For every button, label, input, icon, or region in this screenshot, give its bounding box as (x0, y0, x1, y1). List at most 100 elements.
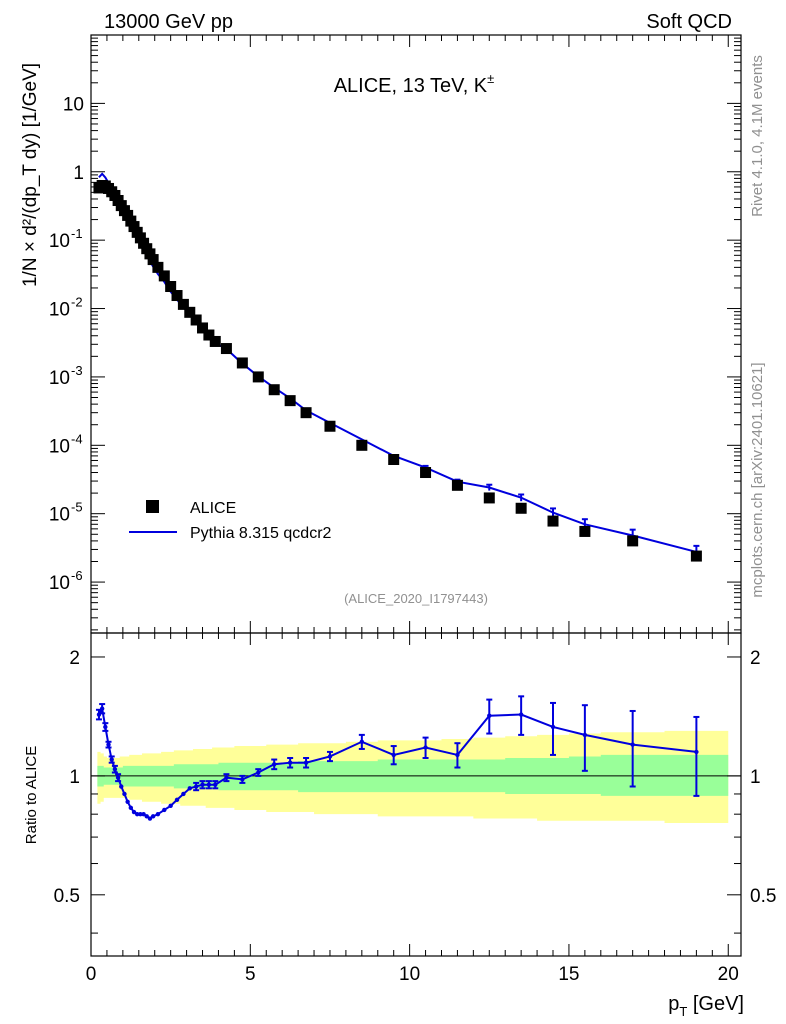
ratio-point (630, 742, 635, 747)
ratio-point (168, 803, 173, 809)
y-tick-label: 1 (73, 163, 84, 184)
ratio-point (256, 770, 261, 775)
data-point (122, 209, 134, 221)
y-tick-label: 10 (49, 300, 70, 321)
ratio-point (141, 811, 146, 817)
ratio-tick-label-left: 0.5 (54, 886, 80, 907)
ratio-point (135, 811, 140, 817)
legend: ALICE Pythia 8.315 qcdcr2 (129, 500, 332, 542)
ratio-point (240, 777, 245, 782)
category-label: Soft QCD (646, 11, 732, 33)
ratio-point (99, 706, 105, 711)
data-point (197, 322, 209, 334)
ratio-point (155, 811, 161, 817)
data-point (165, 281, 177, 293)
data-point (184, 306, 196, 318)
legend-data-marker (146, 500, 159, 513)
collision-label: 13000 GeV pp (104, 11, 233, 33)
data-point (515, 502, 527, 514)
legend-mc-label: Pythia 8.315 qcdcr2 (190, 525, 332, 542)
ratio-point (131, 809, 137, 815)
x-tick-label: 5 (245, 964, 256, 985)
y-axis-label: 1/N × d²/(dp_T dy) [1/GeV] (20, 63, 41, 287)
data-point (131, 226, 143, 238)
ratio-point (144, 814, 149, 819)
data-point (236, 357, 248, 369)
ratio-point (119, 784, 124, 789)
x-tick-label: 15 (558, 964, 579, 985)
ratio-point (193, 784, 199, 789)
data-point (252, 371, 264, 383)
y-tick-exponent: -1 (71, 226, 83, 241)
ratio-point (213, 782, 218, 787)
ratio-y-label: Ratio to ALICE (23, 746, 40, 844)
data-point (190, 314, 202, 326)
ratio-point (115, 775, 121, 780)
ratio-point (518, 712, 524, 717)
data-point (547, 515, 559, 527)
ratio-tick-label-right: 0.5 (750, 886, 776, 907)
ratio-point (174, 797, 180, 802)
x-tick-label: 0 (86, 964, 97, 985)
ratio-point (181, 791, 186, 797)
data-point (483, 492, 495, 504)
ratio-panel: 0 5 10 15 20 2 2 1 1 0.5 0.5 Ratio to ALICE (23, 632, 776, 985)
ratio-point (147, 816, 153, 821)
ratio-frame (90, 632, 742, 957)
ratio-point (112, 766, 118, 772)
data-point (147, 254, 159, 266)
ratio-point (487, 713, 492, 718)
y-tick-exponent: -3 (71, 363, 83, 378)
ratio-point (162, 807, 167, 813)
y-tick-label: 10 (49, 368, 70, 389)
data-point (579, 525, 591, 537)
ratio-point (327, 754, 333, 759)
ratio-point (272, 762, 277, 767)
ratio-point (122, 791, 127, 797)
mcplots-info: mcplots.cern.ch [arXiv:2401.10621] (749, 362, 766, 597)
ratio-point (224, 775, 229, 780)
ratio-point (109, 757, 114, 762)
ratio-point (287, 760, 293, 765)
ratio-point (200, 782, 205, 787)
data-point (203, 329, 215, 341)
data-point (220, 343, 232, 355)
ratio-point (423, 745, 428, 750)
mc-curve (98, 172, 697, 553)
y-tick-label: 10 (49, 505, 70, 526)
analysis-id: (ALICE_2020_I1797443) (344, 591, 488, 606)
y-tick-label: 10 (63, 94, 84, 115)
x-tick-label: 10 (399, 964, 420, 985)
ratio-point (694, 749, 699, 755)
data-point (451, 479, 463, 491)
data-point (324, 420, 336, 432)
y-tick-exponent: -5 (71, 500, 83, 515)
ratio-point (125, 799, 130, 804)
data-point (300, 407, 312, 419)
ratio-point (206, 782, 212, 787)
y-tick-label: 10 (49, 573, 70, 594)
data-point (268, 384, 280, 396)
data-point (388, 454, 400, 466)
y-tick-label: 10 (49, 231, 70, 252)
data-point (690, 550, 702, 562)
ratio-point (128, 805, 134, 811)
data-point (152, 261, 164, 273)
x-axis-label: pT [GeV] (668, 993, 744, 1019)
y-tick-exponent: -4 (71, 431, 83, 446)
ratio-point (359, 739, 365, 744)
data-point (177, 298, 189, 310)
data-point (284, 395, 296, 407)
y-tick-label: 10 (49, 436, 70, 457)
ratio-point (582, 732, 588, 738)
ratio-point (103, 724, 108, 730)
ratio-point (138, 811, 143, 817)
y-tick-exponent: -6 (71, 568, 83, 583)
ratio-point (550, 724, 556, 730)
ratio-point (303, 760, 309, 765)
data-point (128, 221, 140, 233)
data-point (627, 535, 639, 547)
x-tick-label: 20 (718, 964, 739, 985)
